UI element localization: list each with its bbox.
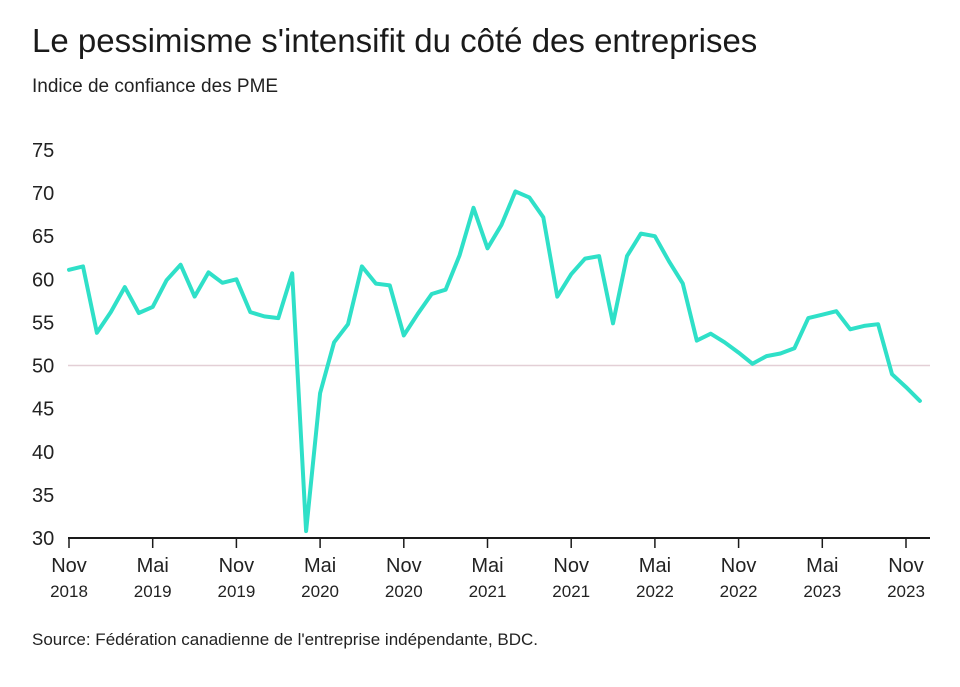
x-tick-label-month: Mai bbox=[304, 555, 336, 577]
y-axis-ticks: 30 35 40 45 50 55 60 65 70 75 bbox=[32, 140, 54, 550]
y-tick-label: 55 bbox=[32, 312, 54, 334]
y-tick-label: 45 bbox=[32, 399, 54, 421]
y-tick-label: 35 bbox=[32, 485, 54, 507]
x-axis-ticks: Nov 2018 Mai 2019 Nov 2019 Mai 2020 Nov 2020 Mai 20… bbox=[50, 538, 925, 601]
x-tick-label-year: 2020 bbox=[301, 582, 339, 601]
series-line-confidence-index bbox=[67, 189, 922, 534]
y-tick-label: 60 bbox=[32, 269, 54, 291]
x-tick-label-month: Mai bbox=[639, 555, 671, 577]
x-tick-label-year: 2022 bbox=[720, 582, 758, 601]
x-tick-label-month: Nov bbox=[888, 555, 924, 577]
chart-title: Le pessimisme s'intensifit du côté des e… bbox=[32, 22, 758, 59]
series-layer bbox=[67, 189, 922, 534]
y-tick-label: 40 bbox=[32, 442, 54, 464]
x-tick-label-month: Nov bbox=[386, 555, 422, 577]
x-tick-label-month: Nov bbox=[51, 555, 87, 577]
x-tick-label-month: Nov bbox=[219, 555, 255, 577]
x-tick-label-year: 2020 bbox=[385, 582, 423, 601]
x-tick-label-month: Mai bbox=[806, 555, 838, 577]
chart-subtitle: Indice de confiance des PME bbox=[32, 76, 279, 97]
x-tick-label-year: 2023 bbox=[803, 582, 841, 601]
y-tick-label: 50 bbox=[32, 356, 54, 378]
x-tick-label-month: Nov bbox=[721, 555, 757, 577]
y-tick-label: 70 bbox=[32, 183, 54, 205]
x-tick-label-year: 2021 bbox=[469, 582, 507, 601]
x-tick-label-year: 2021 bbox=[552, 582, 590, 601]
y-tick-label: 75 bbox=[32, 140, 54, 162]
x-tick-label-year: 2018 bbox=[50, 582, 88, 601]
x-tick-label-year: 2019 bbox=[134, 582, 172, 601]
x-tick-label-year: 2023 bbox=[887, 582, 925, 601]
source-note: Source: Fédération canadienne de l'entre… bbox=[32, 630, 539, 649]
x-tick-label-month: Mai bbox=[137, 555, 169, 577]
x-tick-label-month: Mai bbox=[471, 555, 503, 577]
y-tick-label: 30 bbox=[32, 528, 54, 550]
x-tick-label-year: 2022 bbox=[636, 582, 674, 601]
x-tick-label-month: Nov bbox=[553, 555, 589, 577]
x-tick-label-year: 2019 bbox=[217, 582, 255, 601]
y-tick-label: 65 bbox=[32, 226, 54, 248]
